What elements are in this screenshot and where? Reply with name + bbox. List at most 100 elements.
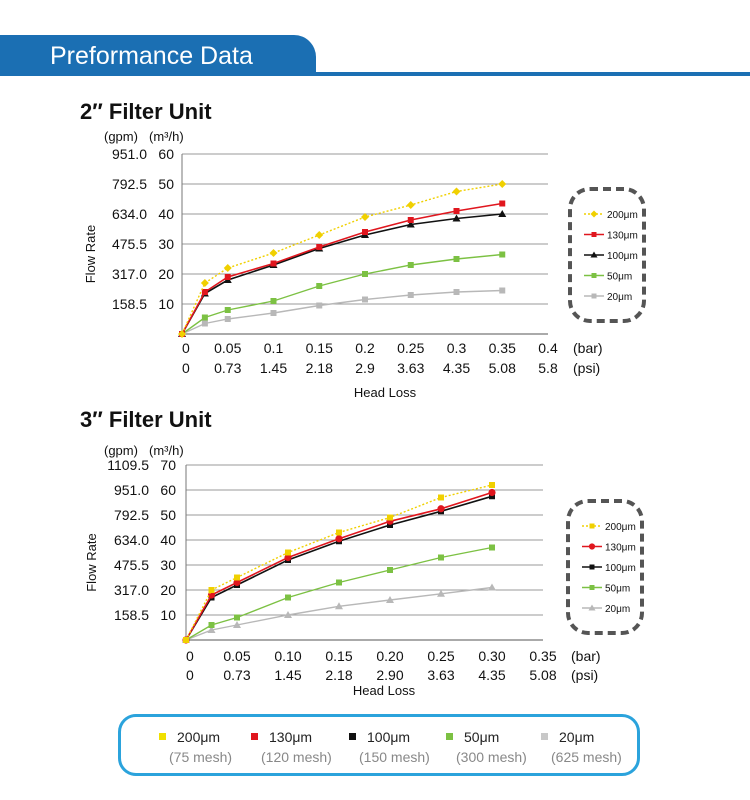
x-tick-bar: 0 bbox=[186, 648, 194, 664]
data-point bbox=[285, 594, 291, 601]
data-point bbox=[200, 279, 209, 287]
y-tick-gpm: 951.0 bbox=[112, 146, 147, 162]
x-axis-label: Head Loss bbox=[353, 683, 416, 698]
legend-label: 20μm bbox=[607, 292, 632, 303]
data-point bbox=[336, 529, 342, 536]
data-point bbox=[591, 293, 597, 299]
data-point bbox=[178, 330, 186, 338]
mesh-legend: 200μm (75 mesh) 130μm (120 mesh) 100μm (… bbox=[118, 714, 640, 776]
y-axis-label: Flow Rate bbox=[84, 533, 99, 592]
y-tick-m3h: 40 bbox=[160, 532, 176, 548]
x-tick-bar: 0.4 bbox=[538, 340, 558, 356]
x-tick-psi: 0 bbox=[182, 360, 190, 376]
header-tab bbox=[0, 35, 316, 76]
y-tick-gpm: 634.0 bbox=[112, 206, 147, 222]
mesh-legend-label: 200μm bbox=[177, 729, 221, 745]
legend-label: 130μm bbox=[607, 231, 638, 242]
legend-label: 100μm bbox=[607, 251, 638, 262]
data-point bbox=[438, 494, 444, 501]
y-tick-m3h: 10 bbox=[160, 607, 176, 623]
data-point bbox=[453, 208, 460, 214]
series-20m-line-group bbox=[182, 583, 496, 643]
x-tick-psi: 5.8 bbox=[538, 360, 558, 376]
data-point bbox=[589, 564, 595, 570]
data-point bbox=[223, 264, 232, 272]
x-tick-bar: 0.35 bbox=[489, 340, 516, 356]
data-point bbox=[336, 579, 342, 586]
data-point bbox=[208, 587, 215, 593]
data-point bbox=[590, 210, 598, 218]
legend-label: 20μm bbox=[605, 604, 630, 615]
data-point bbox=[224, 316, 231, 322]
y-tick-m3h: 10 bbox=[158, 296, 174, 312]
data-point bbox=[489, 493, 495, 500]
data-point bbox=[224, 307, 231, 313]
legend-border bbox=[568, 187, 646, 323]
x-unit-bar: (bar) bbox=[571, 648, 601, 664]
mesh-legend-label: 50μm bbox=[464, 729, 500, 745]
y-tick-m3h: 50 bbox=[158, 176, 174, 192]
data-point bbox=[284, 611, 292, 618]
data-point bbox=[284, 553, 292, 562]
x-tick-psi: 3.63 bbox=[427, 667, 454, 683]
mesh-swatch bbox=[159, 733, 166, 740]
y-tick-gpm: 475.5 bbox=[112, 236, 147, 252]
data-point bbox=[406, 220, 415, 228]
data-point bbox=[387, 522, 393, 528]
y-tick-gpm: 951.0 bbox=[114, 482, 149, 498]
mesh-swatch bbox=[251, 733, 258, 740]
x-axis-label: Head Loss bbox=[354, 385, 417, 400]
data-point bbox=[453, 256, 460, 262]
y-tick-m3h: 60 bbox=[158, 146, 174, 162]
legend-label: 100μm bbox=[605, 563, 636, 574]
y-tick-gpm: 792.5 bbox=[112, 176, 147, 192]
x-unit-psi: (psi) bbox=[571, 667, 598, 683]
x-tick-bar: 0.25 bbox=[427, 648, 454, 664]
data-point bbox=[315, 231, 324, 239]
data-point bbox=[201, 289, 208, 295]
data-point bbox=[361, 213, 369, 221]
data-point bbox=[285, 549, 291, 556]
x-tick-psi: 1.45 bbox=[260, 360, 287, 376]
data-point bbox=[208, 622, 215, 628]
data-point bbox=[452, 187, 461, 196]
y-tick-gpm: 475.5 bbox=[114, 557, 149, 573]
y-tick-gpm: 158.5 bbox=[114, 607, 149, 623]
mesh-legend-label: 100μm bbox=[367, 729, 411, 745]
legend-label: 200μm bbox=[605, 522, 636, 533]
data-point bbox=[269, 249, 278, 257]
x-tick-bar: 0.2 bbox=[355, 340, 375, 356]
y-tick-m3h: 70 bbox=[160, 457, 176, 473]
mesh-swatch bbox=[541, 733, 548, 740]
x-tick-psi: 3.63 bbox=[397, 360, 424, 376]
data-point bbox=[387, 514, 393, 521]
data-point bbox=[270, 310, 277, 316]
data-point bbox=[233, 578, 241, 587]
series-line bbox=[185, 546, 493, 641]
x-unit-psi: (psi) bbox=[573, 360, 600, 376]
data-point bbox=[316, 244, 323, 250]
mesh-swatch bbox=[446, 733, 453, 740]
x-tick-bar: 0.25 bbox=[397, 340, 424, 356]
x-tick-bar: 0.15 bbox=[306, 340, 333, 356]
data-point bbox=[183, 637, 189, 643]
chart-legend: 200μm 130μm 100μm 50μm 20μm bbox=[566, 499, 644, 635]
legend-label: 130μm bbox=[605, 543, 636, 554]
data-point bbox=[316, 283, 323, 289]
y-tick-m3h: 50 bbox=[160, 507, 176, 523]
x-tick-bar: 0.05 bbox=[214, 340, 241, 356]
mesh-legend-sub: (120 mesh) bbox=[261, 749, 332, 765]
y-tick-gpm: 317.0 bbox=[114, 582, 149, 598]
data-point bbox=[407, 292, 414, 298]
y-tick-gpm: 1109.5 bbox=[107, 457, 149, 473]
y-tick-m3h: 20 bbox=[160, 582, 176, 598]
x-tick-bar: 0.05 bbox=[223, 648, 250, 664]
data-point bbox=[591, 273, 597, 278]
y-tick-m3h: 60 bbox=[160, 482, 176, 498]
x-unit-bar: (bar) bbox=[573, 340, 603, 356]
data-point bbox=[233, 621, 241, 628]
data-point bbox=[362, 271, 368, 277]
data-point bbox=[270, 260, 277, 267]
data-point bbox=[362, 296, 368, 303]
mesh-legend-label: 20μm bbox=[559, 729, 595, 745]
